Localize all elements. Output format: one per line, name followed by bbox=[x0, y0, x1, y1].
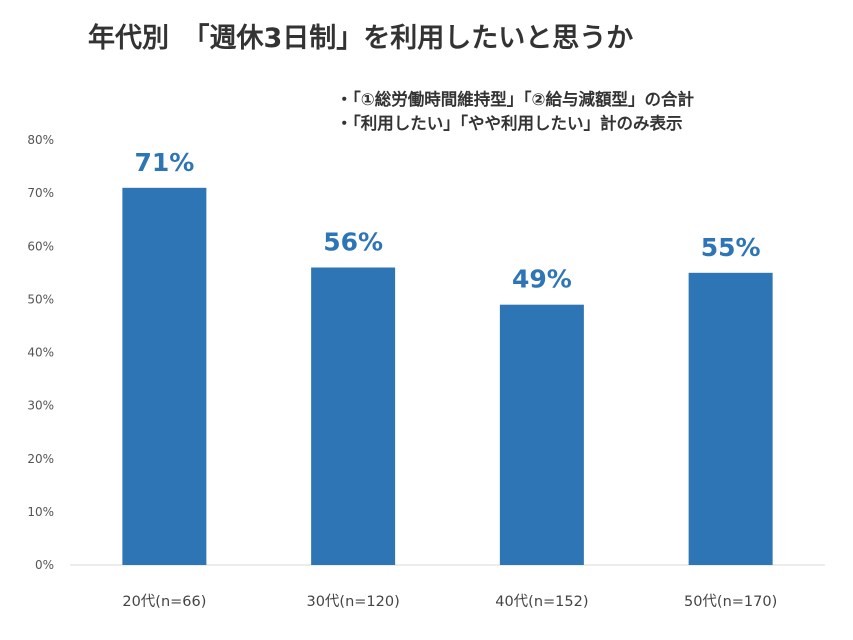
bar bbox=[688, 272, 773, 565]
chart-title: 年代別 「週休3日制」を利用したいと思うか bbox=[88, 23, 634, 54]
bar bbox=[122, 187, 207, 565]
bar bbox=[311, 267, 396, 565]
data-label: 49% bbox=[512, 265, 572, 294]
chart-notes: ・「①総労働時間維持型」「②給与減額型」の合計 ・「利用したい」「やや利用したい… bbox=[336, 88, 694, 136]
y-tick-label: 80% bbox=[27, 133, 54, 147]
y-tick-label: 40% bbox=[27, 346, 54, 360]
category-label: 50代(n=170) bbox=[684, 593, 777, 610]
data-label: 71% bbox=[134, 148, 194, 177]
note-line-1: ・「①総労働時間維持型」「②給与減額型」の合計 bbox=[336, 90, 694, 109]
data-label: 56% bbox=[323, 228, 383, 257]
category-label: 40代(n=152) bbox=[495, 593, 588, 610]
y-tick-label: 70% bbox=[27, 186, 54, 200]
y-tick-label: 60% bbox=[27, 239, 54, 253]
note-line-2: ・「利用したい」「やや利用したい」計のみ表示 bbox=[336, 114, 683, 133]
category-label: 20代(n=66) bbox=[122, 593, 206, 610]
bar bbox=[499, 304, 584, 565]
y-tick-label: 50% bbox=[27, 292, 54, 306]
data-label: 55% bbox=[701, 233, 761, 262]
y-tick-label: 10% bbox=[27, 505, 54, 519]
y-tick-label: 30% bbox=[27, 399, 54, 413]
category-label: 30代(n=120) bbox=[306, 593, 399, 610]
y-tick-label: 20% bbox=[27, 452, 54, 466]
y-tick-label: 0% bbox=[35, 558, 54, 572]
